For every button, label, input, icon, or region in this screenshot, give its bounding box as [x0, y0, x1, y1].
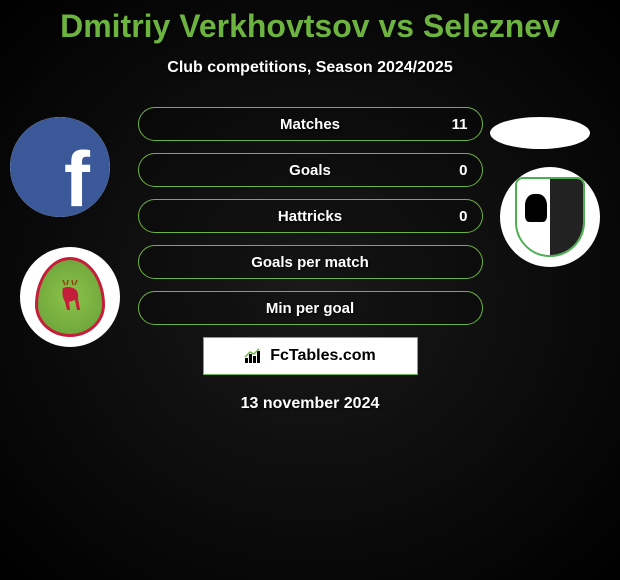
stat-right-value: 11 — [452, 116, 468, 133]
stat-row: Min per goal — [138, 291, 483, 325]
deer-icon — [55, 280, 85, 315]
stat-label: Goals per match — [251, 254, 369, 271]
stat-label: Min per goal — [266, 300, 354, 317]
brand-text: FcTables.com — [270, 347, 376, 365]
facebook-icon — [10, 117, 110, 217]
page-subtitle: Club competitions, Season 2024/2025 — [0, 59, 620, 77]
brand-badge[interactable]: FcTables.com — [203, 337, 418, 375]
player-left-avatar — [10, 117, 110, 217]
stat-right-value: 0 — [459, 162, 467, 179]
main-content: Matches 11 Goals 0 Hattricks 0 Goals per… — [0, 107, 620, 413]
stat-row: Hattricks 0 — [138, 199, 483, 233]
stat-right-value: 0 — [459, 208, 467, 225]
player-right-avatar — [490, 117, 590, 149]
stat-row: Goals per match — [138, 245, 483, 279]
stat-row: Goals 0 — [138, 153, 483, 187]
date-label: 13 november 2024 — [0, 395, 620, 413]
stat-label: Matches — [280, 116, 340, 133]
bear-icon — [525, 194, 547, 222]
page-title: Dmitriy Verkhovtsov vs Seleznev — [0, 0, 620, 45]
stat-label: Goals — [289, 162, 331, 179]
stat-row: Matches 11 — [138, 107, 483, 141]
stats-table: Matches 11 Goals 0 Hattricks 0 Goals per… — [138, 107, 483, 325]
club-crest-right — [500, 167, 600, 267]
stat-label: Hattricks — [278, 208, 342, 225]
club-crest-left — [20, 247, 120, 347]
chart-icon — [244, 348, 264, 364]
